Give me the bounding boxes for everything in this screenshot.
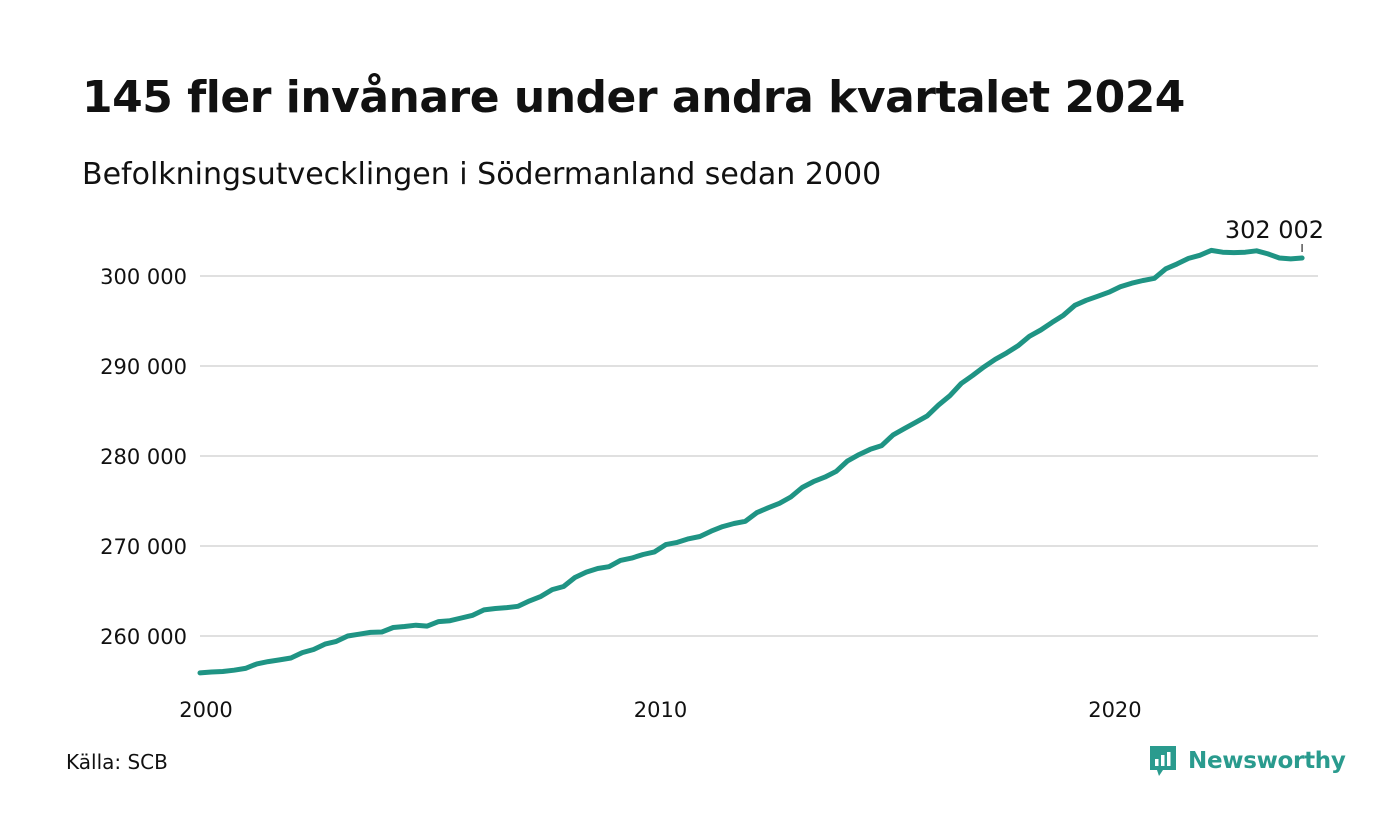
brand-logo[interactable]: Newsworthy [1148,744,1346,778]
series-line [197,247,1305,676]
y-axis-tick-labels: 260 000 270 000 280 000 290 000 300 000 [100,265,187,649]
y-tick-label: 270 000 [100,535,187,559]
series-layer [197,247,1305,676]
chart-title: 145 fler invånare under andra kvartalet … [82,72,1185,123]
y-tick-label: 260 000 [100,625,187,649]
brand-name: Newsworthy [1188,748,1346,774]
chart-subtitle: Befolkningsutvecklingen i Södermanland s… [82,157,882,192]
x-axis-tick-labels: 2000 2010 2020 [179,698,1141,722]
x-tick-label: 2000 [179,698,232,722]
y-tick-label: 280 000 [100,445,187,469]
y-tick-label: 290 000 [100,355,187,379]
newsworthy-logo-icon [1150,746,1176,776]
annotation-label: 302 002 [1225,216,1324,244]
annotation-layer: 302 002 [1225,216,1324,252]
gridlines [200,275,1318,637]
x-tick-label: 2010 [634,698,687,722]
y-tick-label: 300 000 [100,265,187,289]
source-label: Källa: SCB [66,750,168,774]
x-tick-label: 2020 [1088,698,1141,722]
